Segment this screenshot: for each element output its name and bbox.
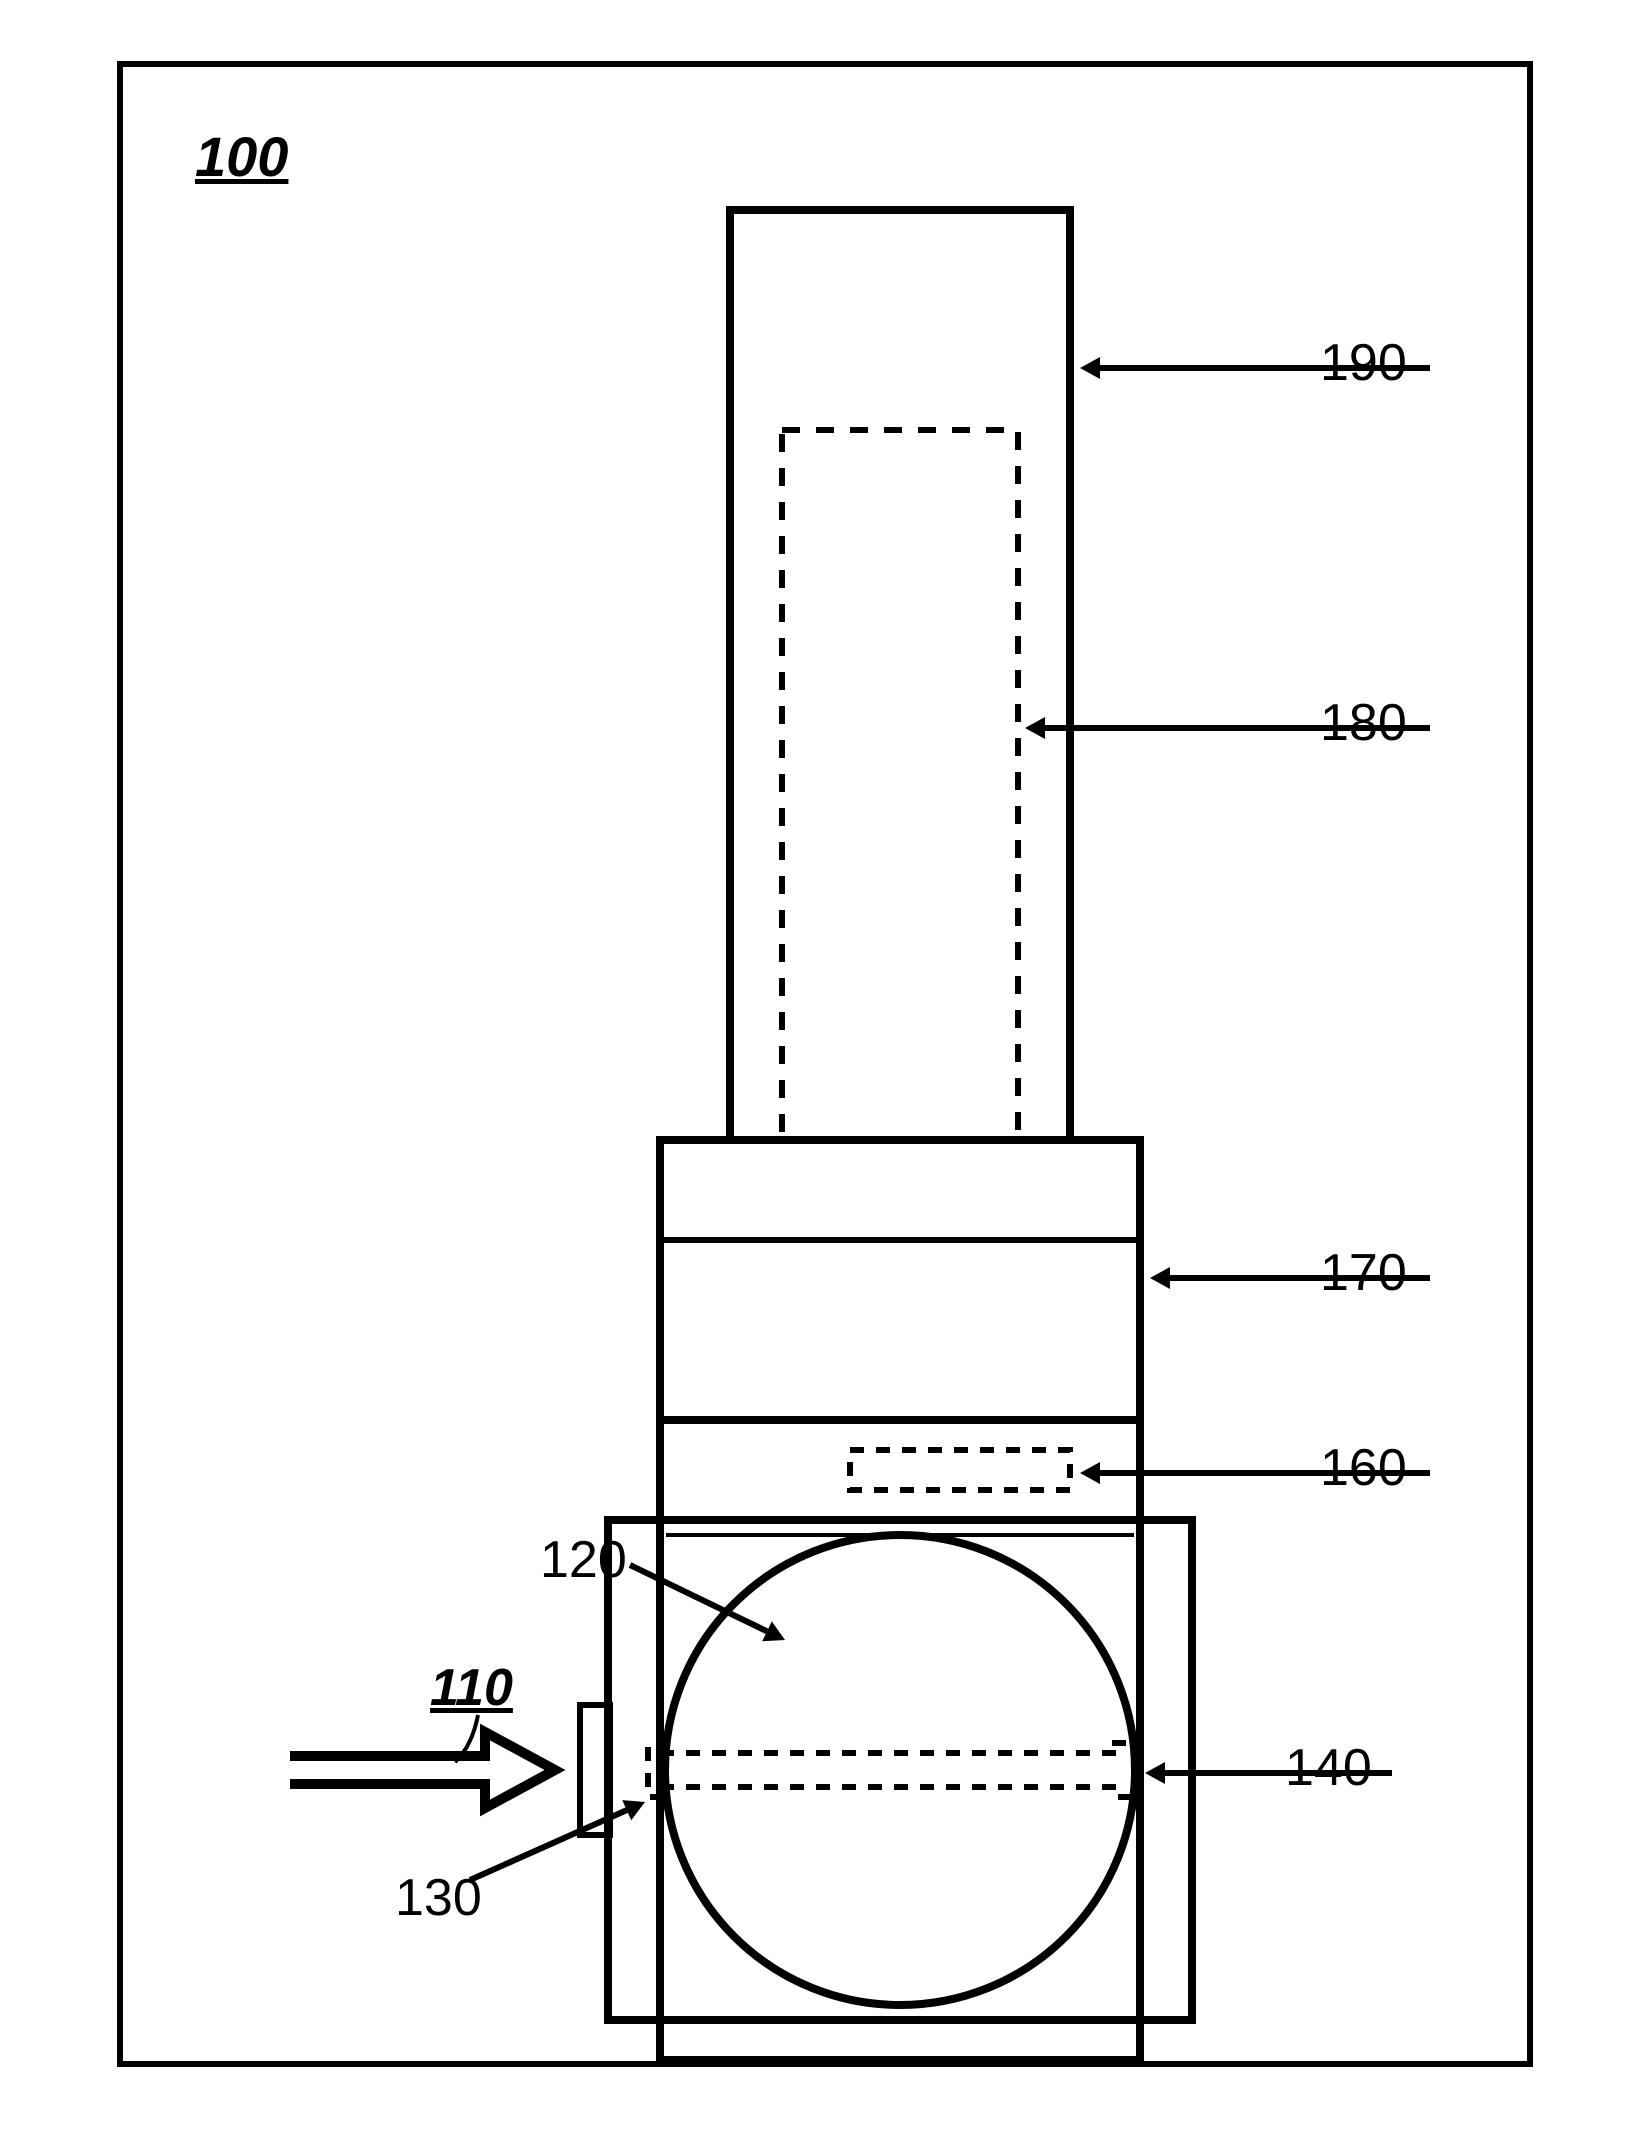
callout-180: 180 — [1320, 693, 1407, 753]
callout-120: 120 — [540, 1530, 627, 1590]
callout-190: 190 — [1320, 333, 1407, 393]
callout-160: 160 — [1320, 1438, 1407, 1498]
callout-110: 110 — [430, 1658, 513, 1718]
diagram-svg — [0, 0, 1646, 2154]
callout-170: 170 — [1320, 1243, 1407, 1303]
callout-130: 130 — [395, 1868, 482, 1928]
callout-140: 140 — [1285, 1738, 1372, 1798]
figure-number: 100 — [195, 124, 288, 189]
diagram-stage: 100 190 180 170 160 140 120 110 130 — [0, 0, 1646, 2154]
